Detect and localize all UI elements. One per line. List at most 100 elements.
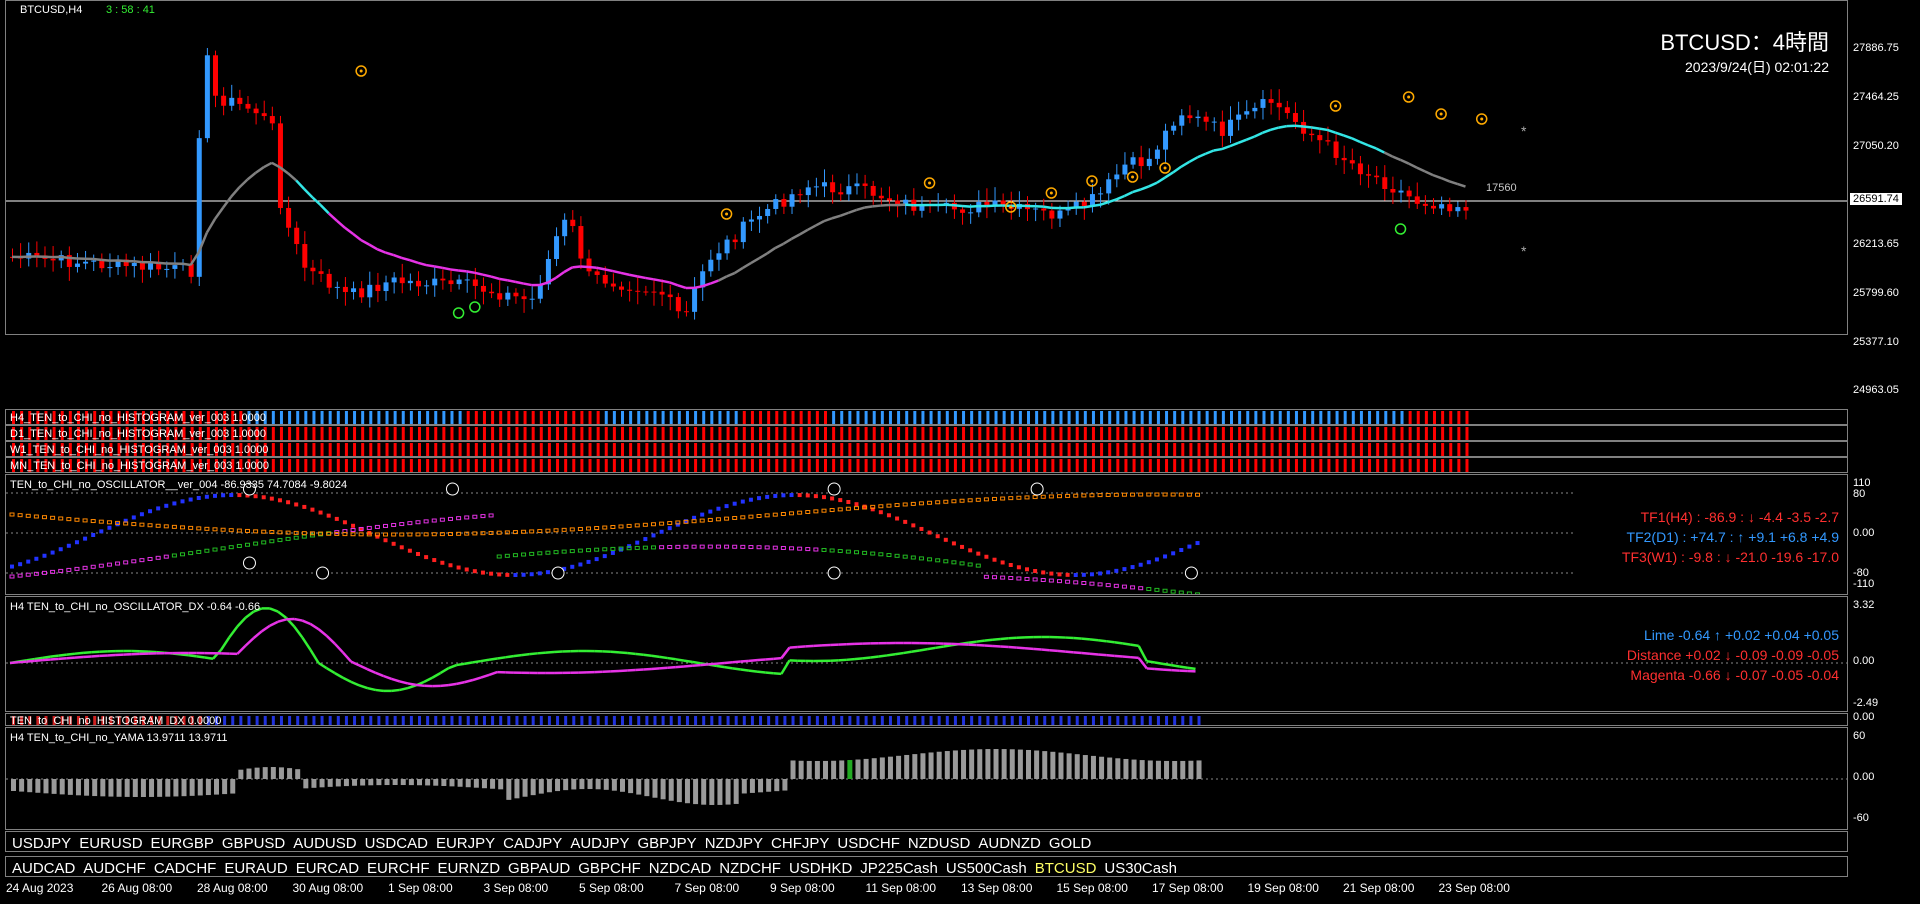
histogram-bar: [604, 411, 608, 424]
dx-magenta-segment: [805, 644, 814, 648]
candle-body: [1211, 121, 1217, 123]
candle-body: [765, 208, 771, 216]
symbol-button-gbpjpy[interactable]: GBPJPY: [637, 835, 697, 852]
yama-bar: [392, 779, 398, 786]
symbol-button-gbpusd[interactable]: GBPUSD: [221, 835, 286, 852]
symbol-button-nzdjpy[interactable]: NZDJPY: [704, 835, 764, 852]
histogram-bar: [840, 443, 844, 456]
dx-histogram-bar: [1091, 716, 1095, 725]
histogram-bar: [401, 443, 405, 456]
dx-lime-segment: [780, 659, 791, 675]
histogram-bar: [1319, 459, 1323, 472]
symbol-button-audcad[interactable]: AUDCAD: [12, 860, 76, 877]
oscillator-pane[interactable]: TEN_to_CHI_no_OSCILLATOR__ver_004 -86.93…: [5, 474, 1848, 595]
histogram-bar: [320, 427, 324, 440]
symbol-button-usdjpy[interactable]: USDJPY: [12, 835, 72, 852]
candle-body: [813, 186, 819, 188]
symbol-button-us500cash[interactable]: US500Cash: [945, 860, 1027, 877]
histogram-bar: [1230, 443, 1233, 456]
histogram-bar: [1262, 411, 1266, 424]
histogram-bar: [377, 459, 381, 472]
symbol-button-eurjpy[interactable]: EURJPY: [435, 835, 496, 852]
symbol-button-eurchf[interactable]: EURCHF: [367, 860, 430, 877]
dx-histogram-bar: [1156, 716, 1160, 725]
histogram-bar: [1067, 411, 1071, 424]
osc-slow-dot: [301, 531, 307, 536]
histogram-bar: [905, 427, 909, 440]
dx-magenta-segment: [1114, 654, 1123, 658]
candle-body: [204, 55, 210, 139]
yama-bar: [1026, 749, 1031, 779]
histogram-bar: [897, 411, 901, 424]
histogram-bar: [775, 411, 779, 424]
symbol-button-cadchf[interactable]: CADCHF: [153, 860, 217, 877]
yama-bar: [522, 779, 528, 797]
symbol-button-nzdcad[interactable]: NZDCAD: [648, 860, 712, 877]
symbol-button-eurcad[interactable]: EURCAD: [295, 860, 360, 877]
dx-histogram-bar: [742, 716, 746, 725]
symbol-button-eurusd[interactable]: EURUSD: [79, 835, 143, 852]
symbol-button-eurnzd[interactable]: EURNZD: [437, 860, 501, 877]
histogram-bar: [474, 459, 478, 472]
yama-bar: [287, 768, 293, 779]
symbol-button-audchf[interactable]: AUDCHF: [83, 860, 146, 877]
histogram-bar: [1132, 427, 1136, 440]
osc-slow-dot: [9, 512, 15, 517]
osc-mid-dot: [537, 551, 543, 556]
dx-histogram-bar: [76, 716, 80, 725]
symbol-button-usdcad[interactable]: USDCAD: [364, 835, 428, 852]
histogram-bar: [1278, 427, 1282, 440]
osc-fast-dot: [667, 526, 672, 531]
dx-histogram-bar: [1124, 716, 1128, 725]
osc-fast-dot: [91, 533, 96, 537]
osc-fast-dot: [1130, 565, 1135, 570]
moving-average-segment: [515, 280, 524, 285]
yama-pane[interactable]: H4 TEN_to_CHI_no_YAMA 13.9711 13.9711: [5, 727, 1848, 830]
histogram-bar: [750, 459, 754, 472]
yama-bar: [952, 750, 958, 779]
osc-slow-dot: [935, 500, 941, 505]
symbol-button-audnzd[interactable]: AUDNZD: [978, 835, 1041, 852]
symbol-button-usdhkd[interactable]: USDHKD: [788, 860, 853, 877]
symbol-button-euraud[interactable]: EURAUD: [224, 860, 288, 877]
symbol-button-us30cash[interactable]: US30Cash: [1104, 860, 1177, 877]
symbol-button-nzdusd[interactable]: NZDUSD: [907, 835, 971, 852]
price-chart-pane[interactable]: BTCUSD,H4 3 : 58 : 41 * * BTCUSD：4時間 2023…: [5, 0, 1848, 335]
symbol-button-gold[interactable]: GOLD: [1048, 835, 1092, 852]
histogram-bar: [1059, 411, 1063, 424]
yama-bar: [741, 779, 747, 794]
histogram-bar: [1213, 411, 1217, 424]
dx-histogram-bar: [442, 716, 446, 725]
symbol-button-gbpchf[interactable]: GBPCHF: [578, 860, 641, 877]
time-tick: 15 Sep 08:00: [1056, 881, 1128, 895]
oscillator-dx-pane[interactable]: H4 TEN_to_CHI_no_OSCILLATOR_DX -0.64 -0.…: [5, 596, 1848, 712]
histogram-bar: [1221, 443, 1225, 456]
symbol-button-cadjpy[interactable]: CADJPY: [503, 835, 563, 852]
histogram-bar: [807, 459, 811, 472]
dx-lime-segment: [935, 645, 945, 650]
symbol-button-eurgbp[interactable]: EURGBP: [150, 835, 214, 852]
yama-bar: [360, 779, 366, 786]
symbol-button-jp225cash[interactable]: JP225Cash: [860, 860, 938, 877]
symbol-button-gbpaud[interactable]: GBPAUD: [508, 860, 571, 877]
histogram-bar: [556, 443, 560, 456]
symbol-button-usdchf[interactable]: USDCHF: [837, 835, 900, 852]
candle-body: [545, 258, 551, 285]
histogram-bar: [174, 443, 178, 456]
histogram-bar: [328, 411, 332, 424]
symbol-button-chfjpy[interactable]: CHFJPY: [771, 835, 830, 852]
symbol-button-audusd[interactable]: AUDUSD: [293, 835, 357, 852]
osc-fast-dot: [813, 494, 818, 499]
osc-slow-dot: [496, 530, 502, 535]
candle-body: [505, 292, 511, 300]
dx-lime-segment: [984, 638, 993, 642]
histogram-bar: [166, 443, 170, 456]
symbol-button-nzdchf[interactable]: NZDCHF: [719, 860, 781, 877]
osc-fast-dot: [984, 554, 989, 559]
osc-slow-dot: [253, 529, 259, 534]
symbol-button-audjpy[interactable]: AUDJPY: [570, 835, 630, 852]
symbol-button-btcusd[interactable]: BTCUSD: [1034, 860, 1097, 877]
dx-lime-segment: [317, 661, 328, 670]
histogram-bar: [336, 443, 340, 456]
dx-magenta-segment: [724, 661, 733, 665]
